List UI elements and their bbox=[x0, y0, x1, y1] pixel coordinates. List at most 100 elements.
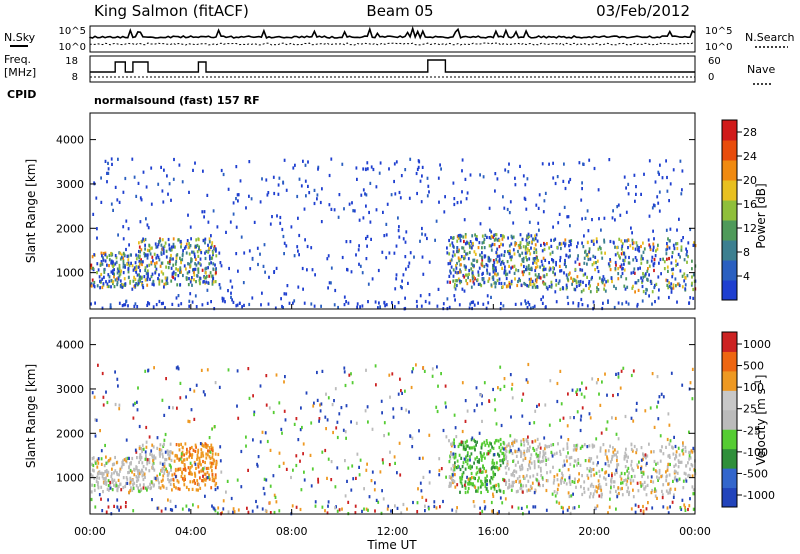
echo-cell bbox=[456, 279, 458, 283]
echo-cell bbox=[625, 482, 628, 487]
echo-cell bbox=[172, 263, 175, 267]
echo-cell bbox=[197, 254, 200, 258]
echo-cell bbox=[689, 451, 691, 455]
echo-cell bbox=[205, 476, 208, 480]
echo-cell bbox=[483, 254, 486, 258]
echo-cell bbox=[526, 449, 528, 453]
echo-cell bbox=[476, 278, 479, 282]
echo-cell bbox=[588, 456, 591, 461]
echo-cell bbox=[162, 251, 165, 255]
echo-cell bbox=[171, 488, 173, 492]
echo-cell bbox=[446, 251, 449, 255]
echo-cell bbox=[145, 185, 148, 189]
echo-cell bbox=[150, 275, 153, 279]
echo-cell bbox=[489, 479, 491, 483]
echo-cell bbox=[678, 217, 680, 221]
echo-cell bbox=[115, 260, 118, 264]
echo-cell bbox=[278, 464, 281, 468]
echo-cell bbox=[530, 234, 533, 238]
echo-cell bbox=[693, 492, 696, 496]
echo-cell bbox=[124, 263, 126, 268]
echo-cell bbox=[138, 259, 141, 264]
echo-cell bbox=[632, 495, 635, 499]
echo-cell bbox=[146, 269, 149, 273]
echo-cell bbox=[111, 269, 114, 273]
echo-cell bbox=[592, 300, 595, 304]
echo-cell bbox=[550, 283, 553, 287]
echo-cell bbox=[588, 280, 591, 284]
echo-cell bbox=[387, 504, 390, 508]
echo-cell bbox=[508, 450, 511, 454]
echo-cell bbox=[374, 509, 376, 513]
echo-cell bbox=[574, 288, 577, 292]
echo-cell bbox=[208, 240, 211, 244]
echo-cell bbox=[186, 457, 188, 461]
echo-cell bbox=[160, 448, 163, 452]
echo-cell bbox=[642, 509, 645, 513]
echo-cell bbox=[193, 479, 196, 483]
echo-cell bbox=[521, 251, 524, 255]
echo-cell bbox=[549, 470, 552, 474]
echo-cell bbox=[545, 458, 548, 462]
echo-cell bbox=[579, 418, 582, 422]
echo-cell bbox=[479, 479, 482, 483]
echo-cell bbox=[368, 495, 371, 499]
echo-cell bbox=[610, 486, 612, 490]
echo-cell bbox=[213, 459, 215, 463]
echo-cell bbox=[635, 185, 637, 189]
echo-cell bbox=[486, 294, 489, 298]
echo-cell bbox=[642, 241, 644, 245]
echo-cell bbox=[196, 243, 199, 248]
echo-cell bbox=[176, 365, 179, 369]
echo-cell bbox=[213, 425, 216, 429]
echo-cell bbox=[671, 500, 674, 504]
echo-cell bbox=[468, 306, 471, 310]
echo-cell bbox=[486, 268, 488, 272]
echo-cell bbox=[580, 297, 583, 302]
echo-cell bbox=[140, 470, 142, 474]
echo-cell bbox=[209, 456, 212, 461]
echo-cell bbox=[464, 440, 467, 444]
echo-cell bbox=[674, 487, 677, 491]
echo-cell bbox=[107, 171, 110, 175]
echo-cell bbox=[652, 480, 655, 484]
echo-cell bbox=[568, 480, 571, 484]
echo-cell bbox=[633, 444, 636, 449]
echo-cell bbox=[665, 445, 667, 449]
echo-cell bbox=[592, 467, 595, 472]
echo-cell bbox=[595, 471, 598, 475]
echo-cell bbox=[226, 479, 229, 483]
echo-cell bbox=[542, 449, 545, 454]
echo-cell bbox=[492, 275, 495, 279]
colorbar-segment bbox=[722, 468, 737, 489]
echo-cell bbox=[559, 449, 561, 453]
echo-cell bbox=[411, 370, 414, 374]
echo-cell bbox=[466, 241, 469, 245]
echo-cell bbox=[479, 506, 481, 510]
echo-cell bbox=[596, 490, 598, 494]
echo-cell bbox=[686, 260, 688, 264]
echo-cell bbox=[455, 509, 458, 513]
echo-cell bbox=[577, 458, 580, 462]
echo-cell bbox=[159, 461, 162, 465]
echo-cell bbox=[496, 247, 499, 251]
echo-cell bbox=[466, 454, 469, 458]
echo-cell bbox=[654, 283, 656, 288]
echo-cell bbox=[601, 281, 604, 285]
echo-cell bbox=[393, 251, 396, 255]
echo-cell bbox=[209, 450, 212, 454]
echo-cell bbox=[394, 192, 397, 196]
echo-cell bbox=[151, 246, 153, 250]
echo-cell bbox=[121, 283, 124, 287]
echo-cell bbox=[605, 427, 608, 431]
echo-cell bbox=[113, 483, 115, 487]
echo-cell bbox=[356, 452, 359, 456]
echo-cell bbox=[485, 487, 488, 491]
echo-cell bbox=[550, 450, 553, 454]
echo-cell bbox=[172, 177, 175, 181]
echo-cell bbox=[113, 471, 115, 475]
echo-cell bbox=[459, 479, 462, 483]
echo-cell bbox=[143, 472, 146, 476]
echo-cell bbox=[222, 499, 225, 503]
echo-cell bbox=[660, 272, 662, 276]
